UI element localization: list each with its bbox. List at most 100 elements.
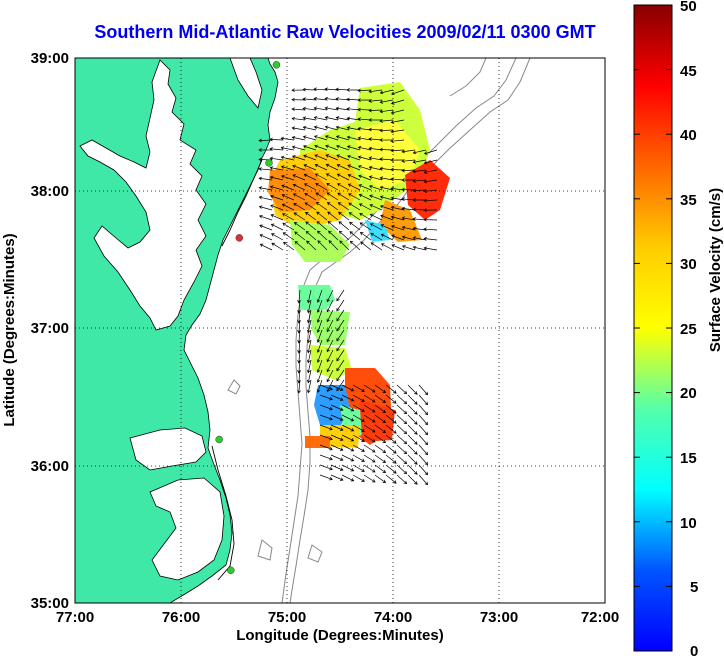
velocity-vector [407,424,418,435]
velocity-vector [326,299,334,313]
velocity-vector [282,222,295,231]
velocity-vector [401,149,416,154]
velocity-vector [401,245,416,251]
velocity-vector [269,185,284,191]
velocity-vector [418,404,429,416]
chart-title: Southern Mid-Atlantic Raw Velocities 200… [94,22,596,42]
velocity-vector [412,236,427,241]
velocity-vector [391,89,405,96]
velocity-vector [258,186,273,191]
velocity-vector [294,241,306,251]
radar-station-marker [227,566,235,575]
velocity-vector [380,224,394,231]
radar-station-marker [235,234,244,242]
velocity-vector [291,126,306,131]
velocity-vector [258,148,272,152]
velocity-vector [369,194,383,201]
velocity-vector [306,299,312,314]
velocity-vector [326,379,334,393]
colorbar-tick-label: 40 [680,127,697,144]
velocity-vector [330,414,344,421]
velocity-vector [314,173,328,181]
velocity-vector [319,454,333,461]
velocity-vector [379,89,394,95]
velocity-vector [357,107,372,112]
velocity-vector [379,138,394,142]
velocity-vector [368,108,383,113]
velocity-vector [282,232,295,241]
velocity-vector [327,221,339,231]
velocity-vector [336,349,345,362]
velocity-vector [319,384,333,391]
velocity-vector [330,394,344,401]
velocity-vector [418,384,429,396]
velocity-vector [325,173,339,181]
pamlico-sound [149,477,225,581]
velocity-vector [396,454,408,465]
velocity-vector [316,349,323,363]
velocity-vector [293,203,306,211]
velocity-vector [423,149,438,155]
velocity-vector [379,157,394,161]
velocity-vector [316,359,323,373]
velocity-vector [341,424,355,432]
velocity-vector [306,289,312,304]
velocity-vector [258,205,273,211]
velocity-vector [349,231,361,241]
velocity-vector [270,214,284,221]
velocity-vector [336,309,345,322]
velocity-vector [325,154,339,161]
velocity-vector [336,379,345,392]
velocity-vector [306,339,312,354]
velocity-vector [324,125,339,131]
x-axis-label: Longitude (Degrees:Minutes) [236,627,444,644]
velocity-vector [369,223,383,231]
velocity-vector [341,414,355,422]
velocity-vector [314,154,328,161]
velocity-vector [327,211,339,221]
colorbar-tick-label: 5 [690,579,698,596]
velocity-vector [313,125,328,131]
velocity-vector [271,233,284,241]
velocity-vector [357,88,372,93]
velocity-vector [302,106,317,111]
velocity-vector [324,135,339,141]
velocity-vector [316,339,323,353]
colorbar-tick-label: 15 [680,450,697,467]
velocity-vector [396,404,408,415]
velocity-vector [330,424,344,431]
velocity-vector [325,144,339,151]
velocity-vector [358,193,372,201]
velocity-vector [363,394,376,403]
velocity-vector [349,240,361,251]
y-tick-label: 39:00 [31,50,69,67]
velocity-vector [359,222,372,231]
velocity-vector [358,203,372,211]
velocity-vector [407,474,418,485]
velocity-vector [306,369,312,384]
velocity-vector [317,240,328,251]
velocity-vector [374,464,387,474]
velocity-vector [338,230,350,241]
velocity-vector [319,424,333,431]
colorbar-ticks [634,4,672,652]
x-tick-label: 72:00 [581,609,619,626]
velocity-vector [291,155,306,161]
velocity-vector [330,464,344,471]
velocity-vector [423,208,438,213]
velocity-vector [341,404,355,412]
velocity-vector [319,434,333,441]
x-tick-labels: 77:00 76:00 75:00 74:00 73:00 72:00 [56,609,619,626]
velocity-vector [324,115,339,121]
velocity-vector [423,159,438,165]
velocity-vector [346,145,361,151]
velocity-vector [379,204,394,211]
velocity-vector [396,444,408,455]
radar-station-marker [272,61,281,69]
velocity-vector [336,299,345,312]
velocity-vector [360,241,372,251]
radar-station-marker [265,159,273,167]
chesapeake-bay [79,59,207,331]
grid-lines [75,58,605,603]
velocity-vector [336,289,345,302]
